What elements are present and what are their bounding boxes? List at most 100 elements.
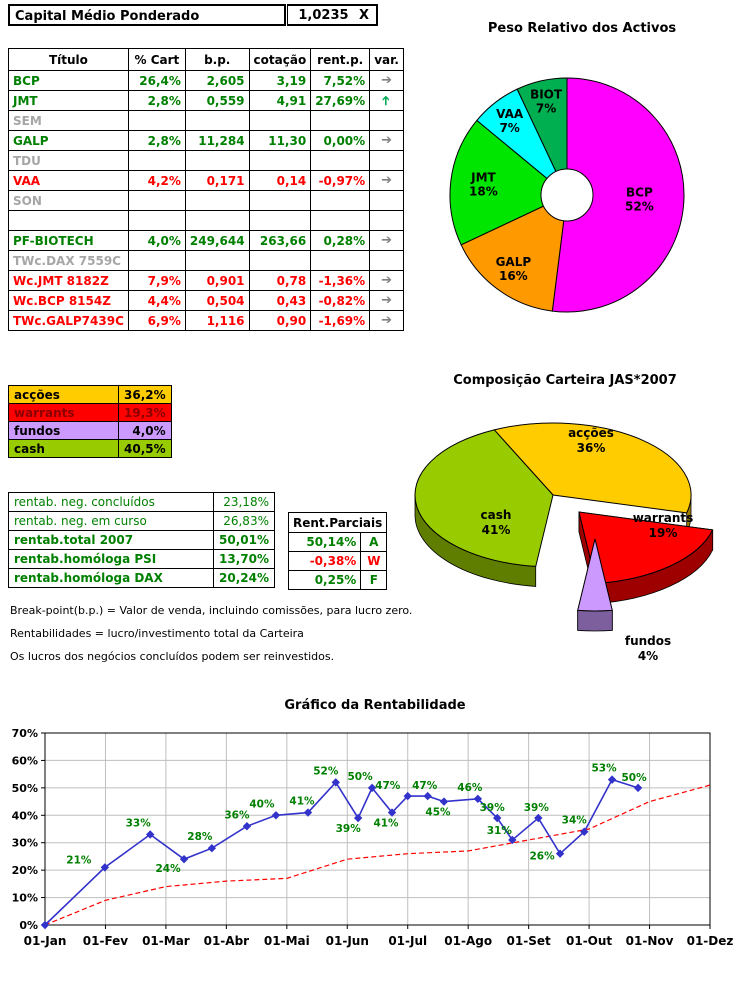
cell-var[interactable]	[369, 150, 404, 171]
cell-cart[interactable]: 26,4%	[127, 70, 186, 91]
cell-var[interactable]	[369, 250, 404, 271]
returns-label[interactable]: rentab.total 2007	[8, 530, 214, 550]
partials-code[interactable]: A	[360, 532, 388, 552]
partials-code[interactable]: W	[360, 551, 388, 571]
cell-cot[interactable]	[248, 210, 312, 231]
cell-cart[interactable]: 2,8%	[127, 130, 186, 151]
cell-cart[interactable]	[127, 150, 186, 171]
partials-value[interactable]: 50,14%	[287, 532, 362, 552]
cell-rent[interactable]	[310, 190, 371, 211]
returns-value[interactable]: 26,83%	[213, 511, 275, 531]
cell-cot[interactable]: 4,91	[248, 90, 312, 111]
cell-cart[interactable]	[127, 190, 186, 211]
cell-cart[interactable]: 2,8%	[127, 90, 186, 111]
cell-bp[interactable]	[184, 210, 250, 231]
cell-cart[interactable]: 4,4%	[127, 290, 186, 311]
cell-var[interactable]	[369, 190, 404, 211]
cell-var[interactable]: ➔	[369, 170, 404, 191]
column-header[interactable]: b.p.	[184, 48, 250, 71]
cell-rent[interactable]: -1,69%	[310, 310, 371, 331]
cell-cot[interactable]: 263,66	[248, 230, 312, 251]
allocation-label[interactable]: cash	[8, 439, 119, 458]
cell-rent[interactable]: -0,82%	[310, 290, 371, 311]
cell-bp[interactable]: 1,116	[184, 310, 250, 331]
cell-cot[interactable]: 11,30	[248, 130, 312, 151]
cell-bp[interactable]: 249,644	[184, 230, 250, 251]
returns-value[interactable]: 13,70%	[213, 549, 275, 569]
allocation-value[interactable]: 36,2%	[118, 385, 172, 404]
cell-rent[interactable]	[310, 150, 371, 171]
allocation-label[interactable]: fundos	[8, 421, 119, 440]
returns-value[interactable]: 20,24%	[213, 568, 275, 588]
partials-title[interactable]: Rent.Parciais	[287, 512, 388, 533]
cell-titulo[interactable]: PF-BIOTECH	[8, 230, 129, 251]
cell-rent[interactable]: -0,97%	[310, 170, 371, 191]
cell-rent[interactable]: 0,28%	[310, 230, 371, 251]
cell-var[interactable]	[369, 110, 404, 131]
cell-titulo[interactable]: VAA	[8, 170, 129, 191]
cell-titulo[interactable]: SON	[8, 190, 129, 211]
cell-titulo[interactable]: SEM	[8, 110, 129, 131]
cell-cot[interactable]: 0,14	[248, 170, 312, 191]
returns-value[interactable]: 23,18%	[213, 492, 275, 512]
column-header[interactable]: % Cart	[127, 48, 186, 71]
capital-medio-header-cell[interactable]: Capital Médio Ponderado	[8, 4, 286, 26]
returns-label[interactable]: rentab. neg. concluídos	[8, 492, 214, 512]
partials-value[interactable]: 0,25%	[287, 570, 362, 590]
column-header[interactable]: cotação	[248, 48, 312, 71]
returns-label[interactable]: rentab.homóloga DAX	[8, 568, 214, 588]
cell-cot[interactable]	[248, 150, 312, 171]
cell-bp[interactable]: 0,559	[184, 90, 250, 111]
allocation-value[interactable]: 4,0%	[118, 421, 172, 440]
cell-rent[interactable]: -1,36%	[310, 270, 371, 291]
cell-titulo[interactable]	[8, 210, 129, 231]
cell-cot[interactable]	[248, 190, 312, 211]
cell-cart[interactable]: 7,9%	[127, 270, 186, 291]
column-header[interactable]: rent.p.	[310, 48, 371, 71]
cell-var[interactable]	[369, 210, 404, 231]
partials-value[interactable]: -0,38%	[287, 551, 362, 571]
column-header[interactable]: var.	[369, 48, 404, 71]
cell-cot[interactable]: 0,90	[248, 310, 312, 331]
cell-var[interactable]: ➔	[369, 130, 404, 151]
allocation-label[interactable]: warrants	[8, 403, 119, 422]
cell-bp[interactable]: 0,504	[184, 290, 250, 311]
cell-bp[interactable]	[184, 190, 250, 211]
cell-rent[interactable]: 7,52%	[310, 70, 371, 91]
cell-var[interactable]: ➔	[369, 290, 404, 311]
cell-rent[interactable]: 27,69%	[310, 90, 371, 111]
allocation-label[interactable]: acções	[8, 385, 119, 404]
cell-bp[interactable]	[184, 250, 250, 271]
cell-var[interactable]: ➔	[369, 230, 404, 251]
cell-bp[interactable]	[184, 110, 250, 131]
cell-var[interactable]: ➔	[369, 310, 404, 331]
cell-bp[interactable]: 0,901	[184, 270, 250, 291]
returns-label[interactable]: rentab. neg. em curso	[8, 511, 214, 531]
cell-titulo[interactable]: Wc.BCP 8154Z	[8, 290, 129, 311]
cell-bp[interactable]	[184, 150, 250, 171]
cell-cart[interactable]: 6,9%	[127, 310, 186, 331]
cell-cart[interactable]: 4,2%	[127, 170, 186, 191]
allocation-value[interactable]: 19,3%	[118, 403, 172, 422]
cell-titulo[interactable]: TDU	[8, 150, 129, 171]
cell-titulo[interactable]: Wc.JMT 8182Z	[8, 270, 129, 291]
cell-bp[interactable]: 11,284	[184, 130, 250, 151]
cell-cot[interactable]	[248, 110, 312, 131]
cell-cart[interactable]: 4,0%	[127, 230, 186, 251]
returns-value[interactable]: 50,01%	[213, 530, 275, 550]
cell-rent[interactable]	[310, 250, 371, 271]
capital-medio-value-cell[interactable]: 1,0235 X	[287, 4, 378, 26]
returns-label[interactable]: rentab.homóloga PSI	[8, 549, 214, 569]
cell-titulo[interactable]: TWc.GALP7439C	[8, 310, 129, 331]
cell-cot[interactable]: 0,78	[248, 270, 312, 291]
cell-bp[interactable]: 0,171	[184, 170, 250, 191]
rentabilidade-line-chart[interactable]: Gráfico da Rentabilidade 0% 10% 20% 30% 40% 50…	[0, 692, 749, 982]
cell-var[interactable]: ➔	[369, 270, 404, 291]
column-header[interactable]: Título	[8, 48, 129, 71]
cell-cart[interactable]	[127, 210, 186, 231]
cell-bp[interactable]: 2,605	[184, 70, 250, 91]
allocation-value[interactable]: 40,5%	[118, 439, 172, 458]
cell-rent[interactable]	[310, 210, 371, 231]
cell-rent[interactable]: 0,00%	[310, 130, 371, 151]
